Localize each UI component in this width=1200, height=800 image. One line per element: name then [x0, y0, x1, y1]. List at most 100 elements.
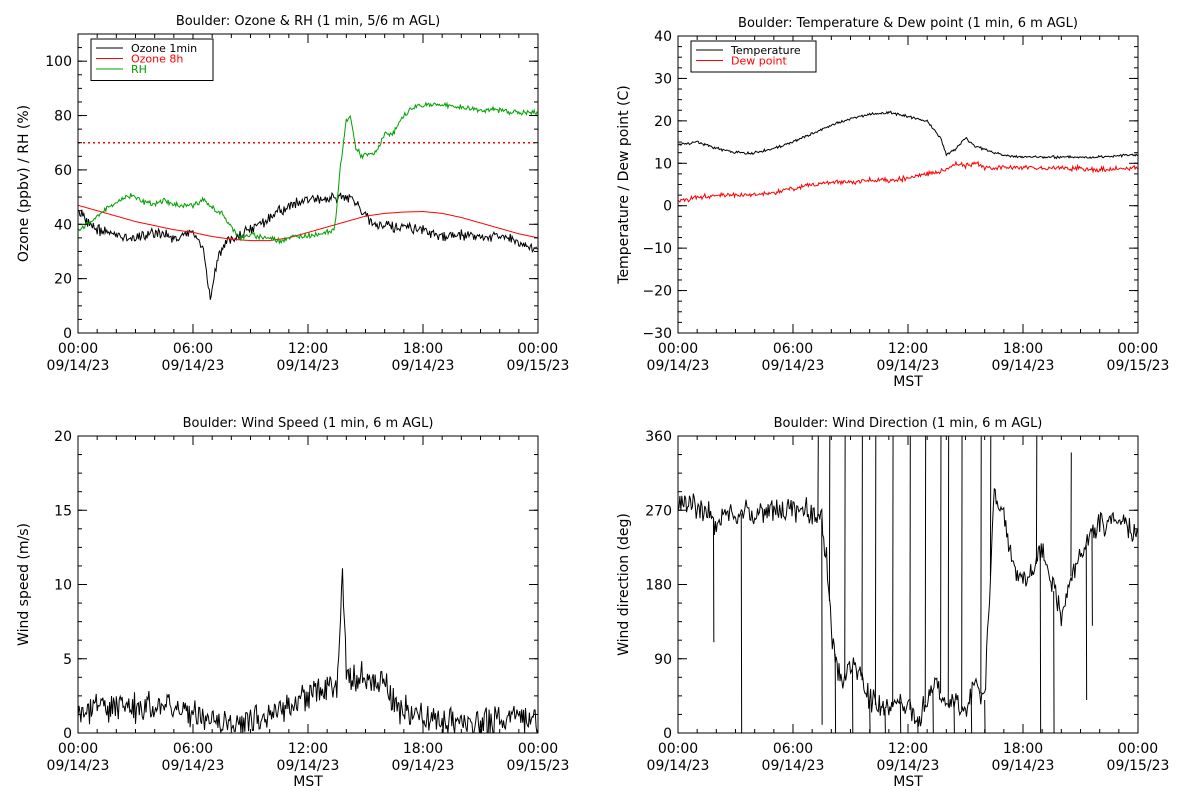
y-axis-label: Wind speed (m/s): [16, 523, 32, 646]
x-tick-date: 09/14/23: [162, 358, 225, 374]
plot-area: [78, 101, 538, 300]
legend-label: Ozone 1min: [131, 42, 197, 55]
chart-title: Boulder: Wind Direction (1 min, 6 m AGL): [774, 416, 1043, 431]
y-tick-label: 60: [54, 163, 72, 179]
x-tick-time: 12:00: [288, 741, 328, 757]
chart-title: Boulder: Temperature & Dew point (1 min,…: [738, 16, 1078, 31]
y-tick-label: −30: [642, 326, 672, 342]
x-tick-date: 09/14/23: [277, 758, 340, 774]
x-tick-date: 09/14/23: [647, 358, 710, 374]
x-tick-time: 00:00: [58, 341, 98, 357]
y-tick-label: 270: [645, 503, 672, 519]
series-line-data-1: [678, 487, 1138, 727]
x-tick-time: 06:00: [173, 741, 213, 757]
chart-panel-4: Boulder: Wind Direction (1 min, 6 m AGL)…: [616, 416, 1169, 790]
x-tick-date: 09/14/23: [392, 758, 455, 774]
x-tick-date: 09/15/23: [507, 758, 570, 774]
y-tick-label: 80: [54, 109, 72, 125]
y-tick-label: 15: [54, 503, 72, 519]
y-axis-label: Ozone (ppbv) / RH (%): [16, 105, 32, 262]
x-tick-time: 00:00: [658, 741, 698, 757]
legend-label: RH: [131, 63, 147, 76]
y-tick-label: 10: [654, 156, 672, 172]
y-tick-label: 0: [63, 726, 72, 742]
y-tick-label: 40: [54, 217, 72, 233]
x-tick-date: 09/14/23: [877, 758, 940, 774]
y-tick-label: 40: [654, 29, 672, 45]
x-tick-date: 09/14/23: [992, 358, 1055, 374]
legend-box: [690, 40, 817, 73]
x-tick-time: 00:00: [518, 341, 558, 357]
x-tick-date: 09/15/23: [1107, 358, 1170, 374]
chart-title: Boulder: Wind Speed (1 min, 6 m AGL): [183, 416, 434, 431]
x-tick-date: 09/14/23: [392, 358, 455, 374]
x-tick-time: 00:00: [518, 741, 558, 757]
y-tick-label: 0: [663, 199, 672, 215]
x-axis-label: MST: [293, 774, 323, 790]
plot-frame: [677, 35, 1139, 334]
x-tick-time: 12:00: [888, 341, 928, 357]
y-tick-label: 180: [645, 578, 672, 594]
x-tick-date: 09/14/23: [47, 358, 110, 374]
y-tick-label: 100: [45, 54, 72, 70]
plot-area: [78, 568, 538, 733]
chart-panel-2: Boulder: Temperature & Dew point (1 min,…: [616, 16, 1169, 390]
x-tick-date: 09/15/23: [1107, 758, 1170, 774]
x-tick-date: 09/14/23: [762, 758, 825, 774]
x-tick-date: 09/14/23: [647, 758, 710, 774]
y-tick-label: 20: [54, 272, 72, 288]
x-tick-date: 09/14/23: [162, 758, 225, 774]
x-tick-time: 12:00: [888, 741, 928, 757]
x-tick-time: 00:00: [58, 741, 98, 757]
legend-box: [90, 38, 214, 81]
plot-area: [678, 110, 1138, 203]
y-tick-label: 5: [63, 652, 72, 668]
x-tick-time: 00:00: [1118, 341, 1158, 357]
y-tick-label: 90: [654, 652, 672, 668]
x-tick-time: 06:00: [773, 741, 813, 757]
y-tick-label: 360: [645, 429, 672, 445]
legend-label: Dew point: [731, 55, 787, 68]
x-tick-date: 09/14/23: [47, 758, 110, 774]
y-axis-label: Wind direction (deg): [616, 513, 632, 656]
y-axis-label: Temperature / Dew point (C): [616, 85, 632, 284]
chart-title: Boulder: Ozone & RH (1 min, 5/6 m AGL): [176, 14, 440, 29]
chart-panel-1: Boulder: Ozone & RH (1 min, 5/6 m AGL) 0 2…: [16, 14, 569, 374]
y-tick-label: −20: [642, 284, 672, 300]
x-tick-time: 06:00: [773, 341, 813, 357]
x-tick-time: 00:00: [658, 341, 698, 357]
series-line-data-1: [78, 568, 538, 733]
y-tick-label: 0: [663, 726, 672, 742]
x-axis-label: MST: [893, 374, 923, 390]
x-tick-time: 12:00: [288, 341, 328, 357]
x-tick-date: 09/14/23: [877, 358, 940, 374]
plot-area: [678, 436, 1138, 733]
series-line-ozone-8h: [78, 204, 538, 242]
y-tick-label: 0: [63, 326, 72, 342]
x-tick-date: 09/14/23: [762, 358, 825, 374]
x-axis-label: MST: [893, 774, 923, 790]
series-line-ozone-1min: [78, 191, 538, 300]
y-tick-label: 10: [54, 578, 72, 594]
x-tick-time: 18:00: [1003, 341, 1043, 357]
series-line-dew-point: [678, 160, 1138, 203]
x-tick-date: 09/14/23: [277, 358, 340, 374]
x-tick-time: 18:00: [1003, 741, 1043, 757]
x-tick-time: 18:00: [403, 341, 443, 357]
y-tick-label: 20: [54, 429, 72, 445]
series-line-rh: [78, 101, 538, 245]
legend-label: Ozone 8h: [131, 53, 183, 66]
x-tick-time: 06:00: [173, 341, 213, 357]
plot-frame: [77, 435, 539, 734]
y-tick-label: 30: [654, 71, 672, 87]
legend-label: Temperature: [730, 44, 801, 57]
x-tick-date: 09/14/23: [992, 758, 1055, 774]
chart-panel-3: Boulder: Wind Speed (1 min, 6 m AGL) 0 5 10…: [16, 416, 569, 790]
y-tick-label: −10: [642, 241, 672, 257]
x-tick-time: 00:00: [1118, 741, 1158, 757]
y-tick-label: 20: [654, 114, 672, 130]
series-line-temperature: [678, 110, 1138, 160]
x-tick-date: 09/15/23: [507, 358, 570, 374]
x-tick-time: 18:00: [403, 741, 443, 757]
